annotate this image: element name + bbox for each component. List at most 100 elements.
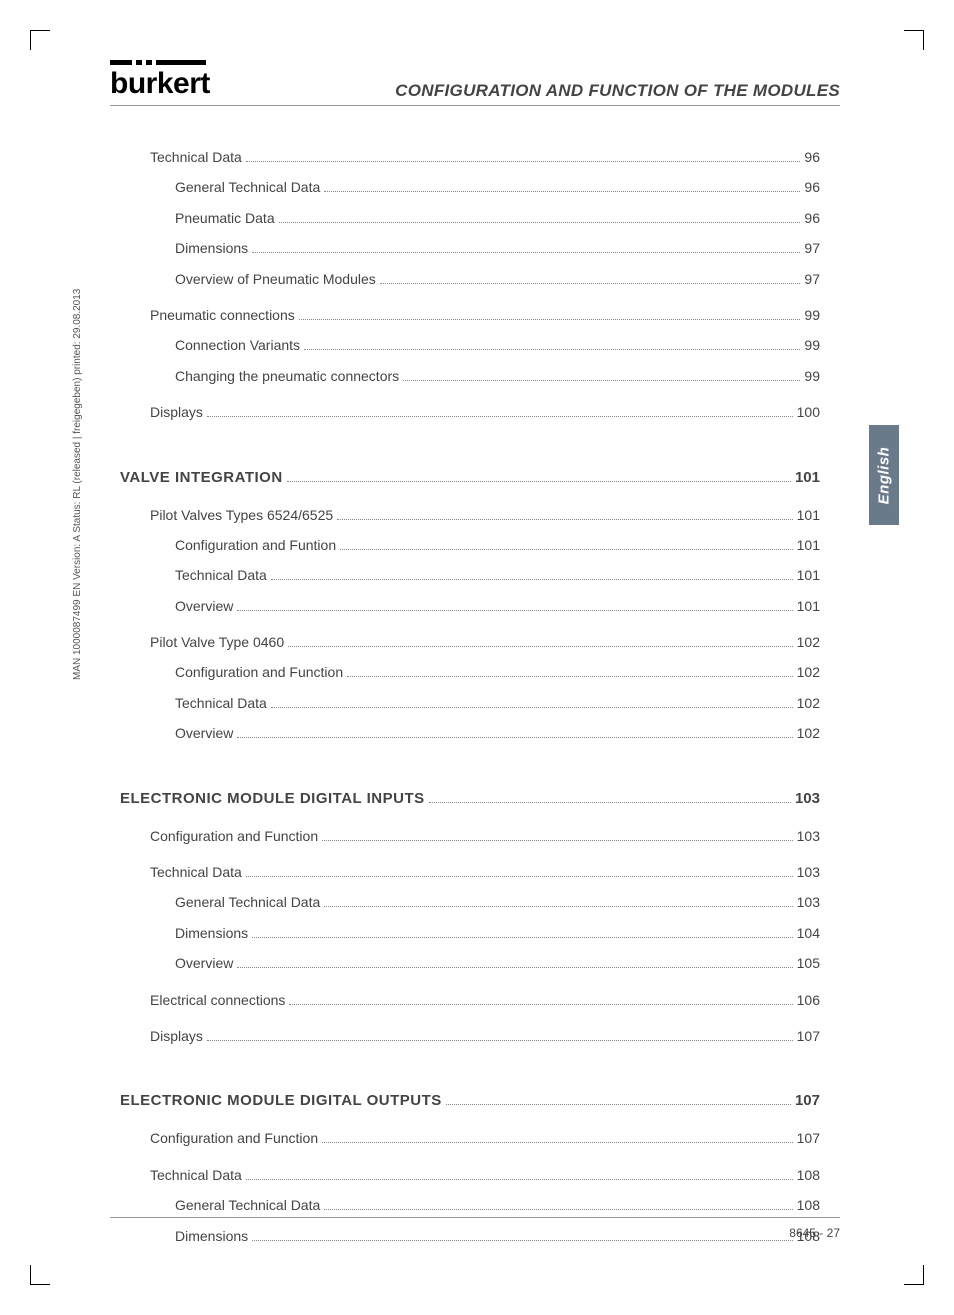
toc-entry: Configuration and Function 102 xyxy=(175,661,820,683)
toc-leader-dots xyxy=(207,405,793,418)
toc-entry-label: General Technical Data xyxy=(175,176,320,198)
toc-entry: General Technical Data 108 xyxy=(175,1194,820,1216)
toc-leader-dots xyxy=(207,1028,793,1041)
toc-entry-page: 103 xyxy=(797,825,820,847)
toc-entry-page: 99 xyxy=(804,334,820,356)
toc-leader-dots xyxy=(340,537,793,550)
toc-entry: General Technical Data96 xyxy=(175,176,820,198)
toc-entry: Pneumatic connections 99 xyxy=(150,304,820,326)
toc-entry-label: Pneumatic Data xyxy=(175,207,275,229)
toc-entry: Technical Data101 xyxy=(175,564,820,586)
toc-entry-label: Configuration and Function xyxy=(150,1127,318,1149)
toc-leader-dots xyxy=(299,307,801,320)
toc-leader-dots xyxy=(304,338,800,351)
toc-entry-label: ELECTRONIC MODULE DIGITAL INPUTS xyxy=(120,787,425,811)
toc-entry-page: 102 xyxy=(797,722,820,744)
toc-entry-label: Overview xyxy=(175,722,233,744)
brand-logo: burkert xyxy=(110,60,210,101)
crop-mark xyxy=(30,1265,50,1285)
toc-leader-dots xyxy=(252,241,800,254)
logo-text: burkert xyxy=(110,67,210,101)
toc-entry-page: 108 xyxy=(797,1194,820,1216)
toc-entry-label: Dimensions xyxy=(175,922,248,944)
toc-leader-dots xyxy=(252,925,793,938)
logo-bar xyxy=(146,60,152,65)
crop-mark xyxy=(904,1265,924,1285)
toc-leader-dots xyxy=(237,726,792,739)
toc-entry: Configuration and Function 107 xyxy=(150,1127,820,1149)
toc-entry-page: 107 xyxy=(795,1089,820,1113)
toc-entry-page: 96 xyxy=(804,207,820,229)
toc-leader-dots xyxy=(287,468,791,482)
toc-entry-label: Configuration and Function xyxy=(175,661,343,683)
toc-entry: Overview101 xyxy=(175,595,820,617)
toc-entry-label: Overview xyxy=(175,952,233,974)
toc-entry-page: 100 xyxy=(797,401,820,423)
page-footer: 8645 - 27 xyxy=(110,1217,840,1240)
table-of-contents: Technical Data96General Technical Data96… xyxy=(120,146,820,1247)
toc-leader-dots xyxy=(324,180,800,193)
toc-entry: Pneumatic Data 96 xyxy=(175,207,820,229)
toc-leader-dots xyxy=(288,634,793,647)
language-tab-label: English xyxy=(876,446,893,504)
toc-entry-label: Technical Data xyxy=(150,861,242,883)
toc-entry-label: Displays xyxy=(150,1025,203,1047)
logo-bar xyxy=(156,60,206,65)
toc-entry-label: Connection Variants xyxy=(175,334,300,356)
logo-bar xyxy=(136,60,142,65)
toc-entry-page: 102 xyxy=(797,692,820,714)
toc-leader-dots xyxy=(271,568,793,581)
toc-entry-page: 103 xyxy=(797,861,820,883)
toc-entry: ELECTRONIC MODULE DIGITAL OUTPUTS 107 xyxy=(120,1089,820,1113)
toc-leader-dots xyxy=(446,1092,791,1106)
toc-entry-page: 103 xyxy=(797,891,820,913)
toc-entry-page: 97 xyxy=(804,268,820,290)
toc-leader-dots xyxy=(246,864,793,877)
toc-leader-dots xyxy=(403,368,800,381)
toc-entry-label: Technical Data xyxy=(175,564,267,586)
toc-leader-dots xyxy=(322,828,793,841)
toc-entry: Dimensions97 xyxy=(175,237,820,259)
crop-mark xyxy=(904,30,924,50)
page-number: 8645 - 27 xyxy=(789,1226,840,1240)
toc-entry-label: Pneumatic connections xyxy=(150,304,295,326)
toc-entry: Overview of Pneumatic Modules 97 xyxy=(175,268,820,290)
toc-entry-page: 101 xyxy=(795,466,820,490)
toc-entry: VALVE INTEGRATION101 xyxy=(120,466,820,490)
toc-entry: Technical Data 96 xyxy=(150,146,820,168)
toc-entry-label: Pilot Valve Type 0460 xyxy=(150,631,284,653)
toc-entry: Pilot Valves Types 6524/6525 101 xyxy=(150,504,820,526)
toc-leader-dots xyxy=(324,895,792,908)
toc-entry: Overview105 xyxy=(175,952,820,974)
toc-leader-dots xyxy=(246,149,801,162)
toc-entry: ELECTRONIC MODULE DIGITAL INPUTS103 xyxy=(120,787,820,811)
toc-entry-page: 96 xyxy=(804,146,820,168)
toc-entry-page: 106 xyxy=(797,989,820,1011)
toc-entry-page: 99 xyxy=(804,304,820,326)
toc-entry-page: 101 xyxy=(797,595,820,617)
toc-leader-dots xyxy=(347,665,793,678)
toc-entry-label: Pilot Valves Types 6524/6525 xyxy=(150,504,333,526)
toc-leader-dots xyxy=(237,598,792,611)
toc-entry-label: Configuration and Function xyxy=(150,825,318,847)
toc-leader-dots xyxy=(246,1167,793,1180)
toc-entry: Configuration and Function 103 xyxy=(150,825,820,847)
toc-entry-page: 101 xyxy=(797,504,820,526)
toc-entry-page: 102 xyxy=(797,661,820,683)
toc-entry: Overview 102 xyxy=(175,722,820,744)
toc-entry-page: 97 xyxy=(804,237,820,259)
toc-leader-dots xyxy=(289,992,792,1005)
toc-entry-label: General Technical Data xyxy=(175,1194,320,1216)
toc-entry-label: Overview of Pneumatic Modules xyxy=(175,268,376,290)
toc-leader-dots xyxy=(237,956,792,969)
language-tab: English xyxy=(869,425,899,525)
toc-entry: Technical Data108 xyxy=(150,1164,820,1186)
toc-entry-label: ELECTRONIC MODULE DIGITAL OUTPUTS xyxy=(120,1089,442,1113)
section-title: CONFIGURATION AND FUNCTION OF THE MODULE… xyxy=(395,81,840,101)
toc-entry: Connection Variants 99 xyxy=(175,334,820,356)
toc-entry-label: Technical Data xyxy=(150,146,242,168)
page-header: burkert CONFIGURATION AND FUNCTION OF TH… xyxy=(110,60,840,106)
toc-leader-dots xyxy=(337,507,792,520)
logo-bar xyxy=(110,60,132,65)
toc-entry-page: 107 xyxy=(797,1127,820,1149)
